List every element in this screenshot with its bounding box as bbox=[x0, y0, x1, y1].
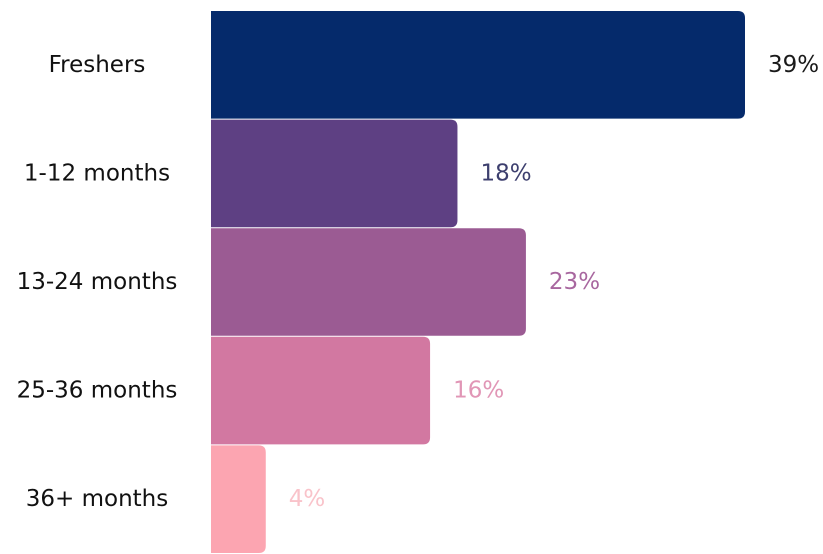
category-label: 25-36 months bbox=[17, 378, 178, 404]
category-label: Freshers bbox=[49, 52, 146, 78]
category-label: 36+ months bbox=[26, 486, 168, 512]
value-label: 16% bbox=[453, 378, 504, 404]
category-label: 13-24 months bbox=[17, 269, 178, 295]
bar bbox=[211, 228, 526, 336]
value-label: 23% bbox=[549, 269, 600, 295]
value-label: 18% bbox=[480, 160, 531, 186]
value-label: 39% bbox=[768, 52, 819, 78]
bar bbox=[211, 11, 745, 119]
value-label: 4% bbox=[289, 486, 326, 512]
category-label: 1-12 months bbox=[24, 160, 170, 186]
bar bbox=[211, 119, 458, 228]
bar bbox=[211, 336, 431, 445]
bar bbox=[211, 445, 266, 553]
